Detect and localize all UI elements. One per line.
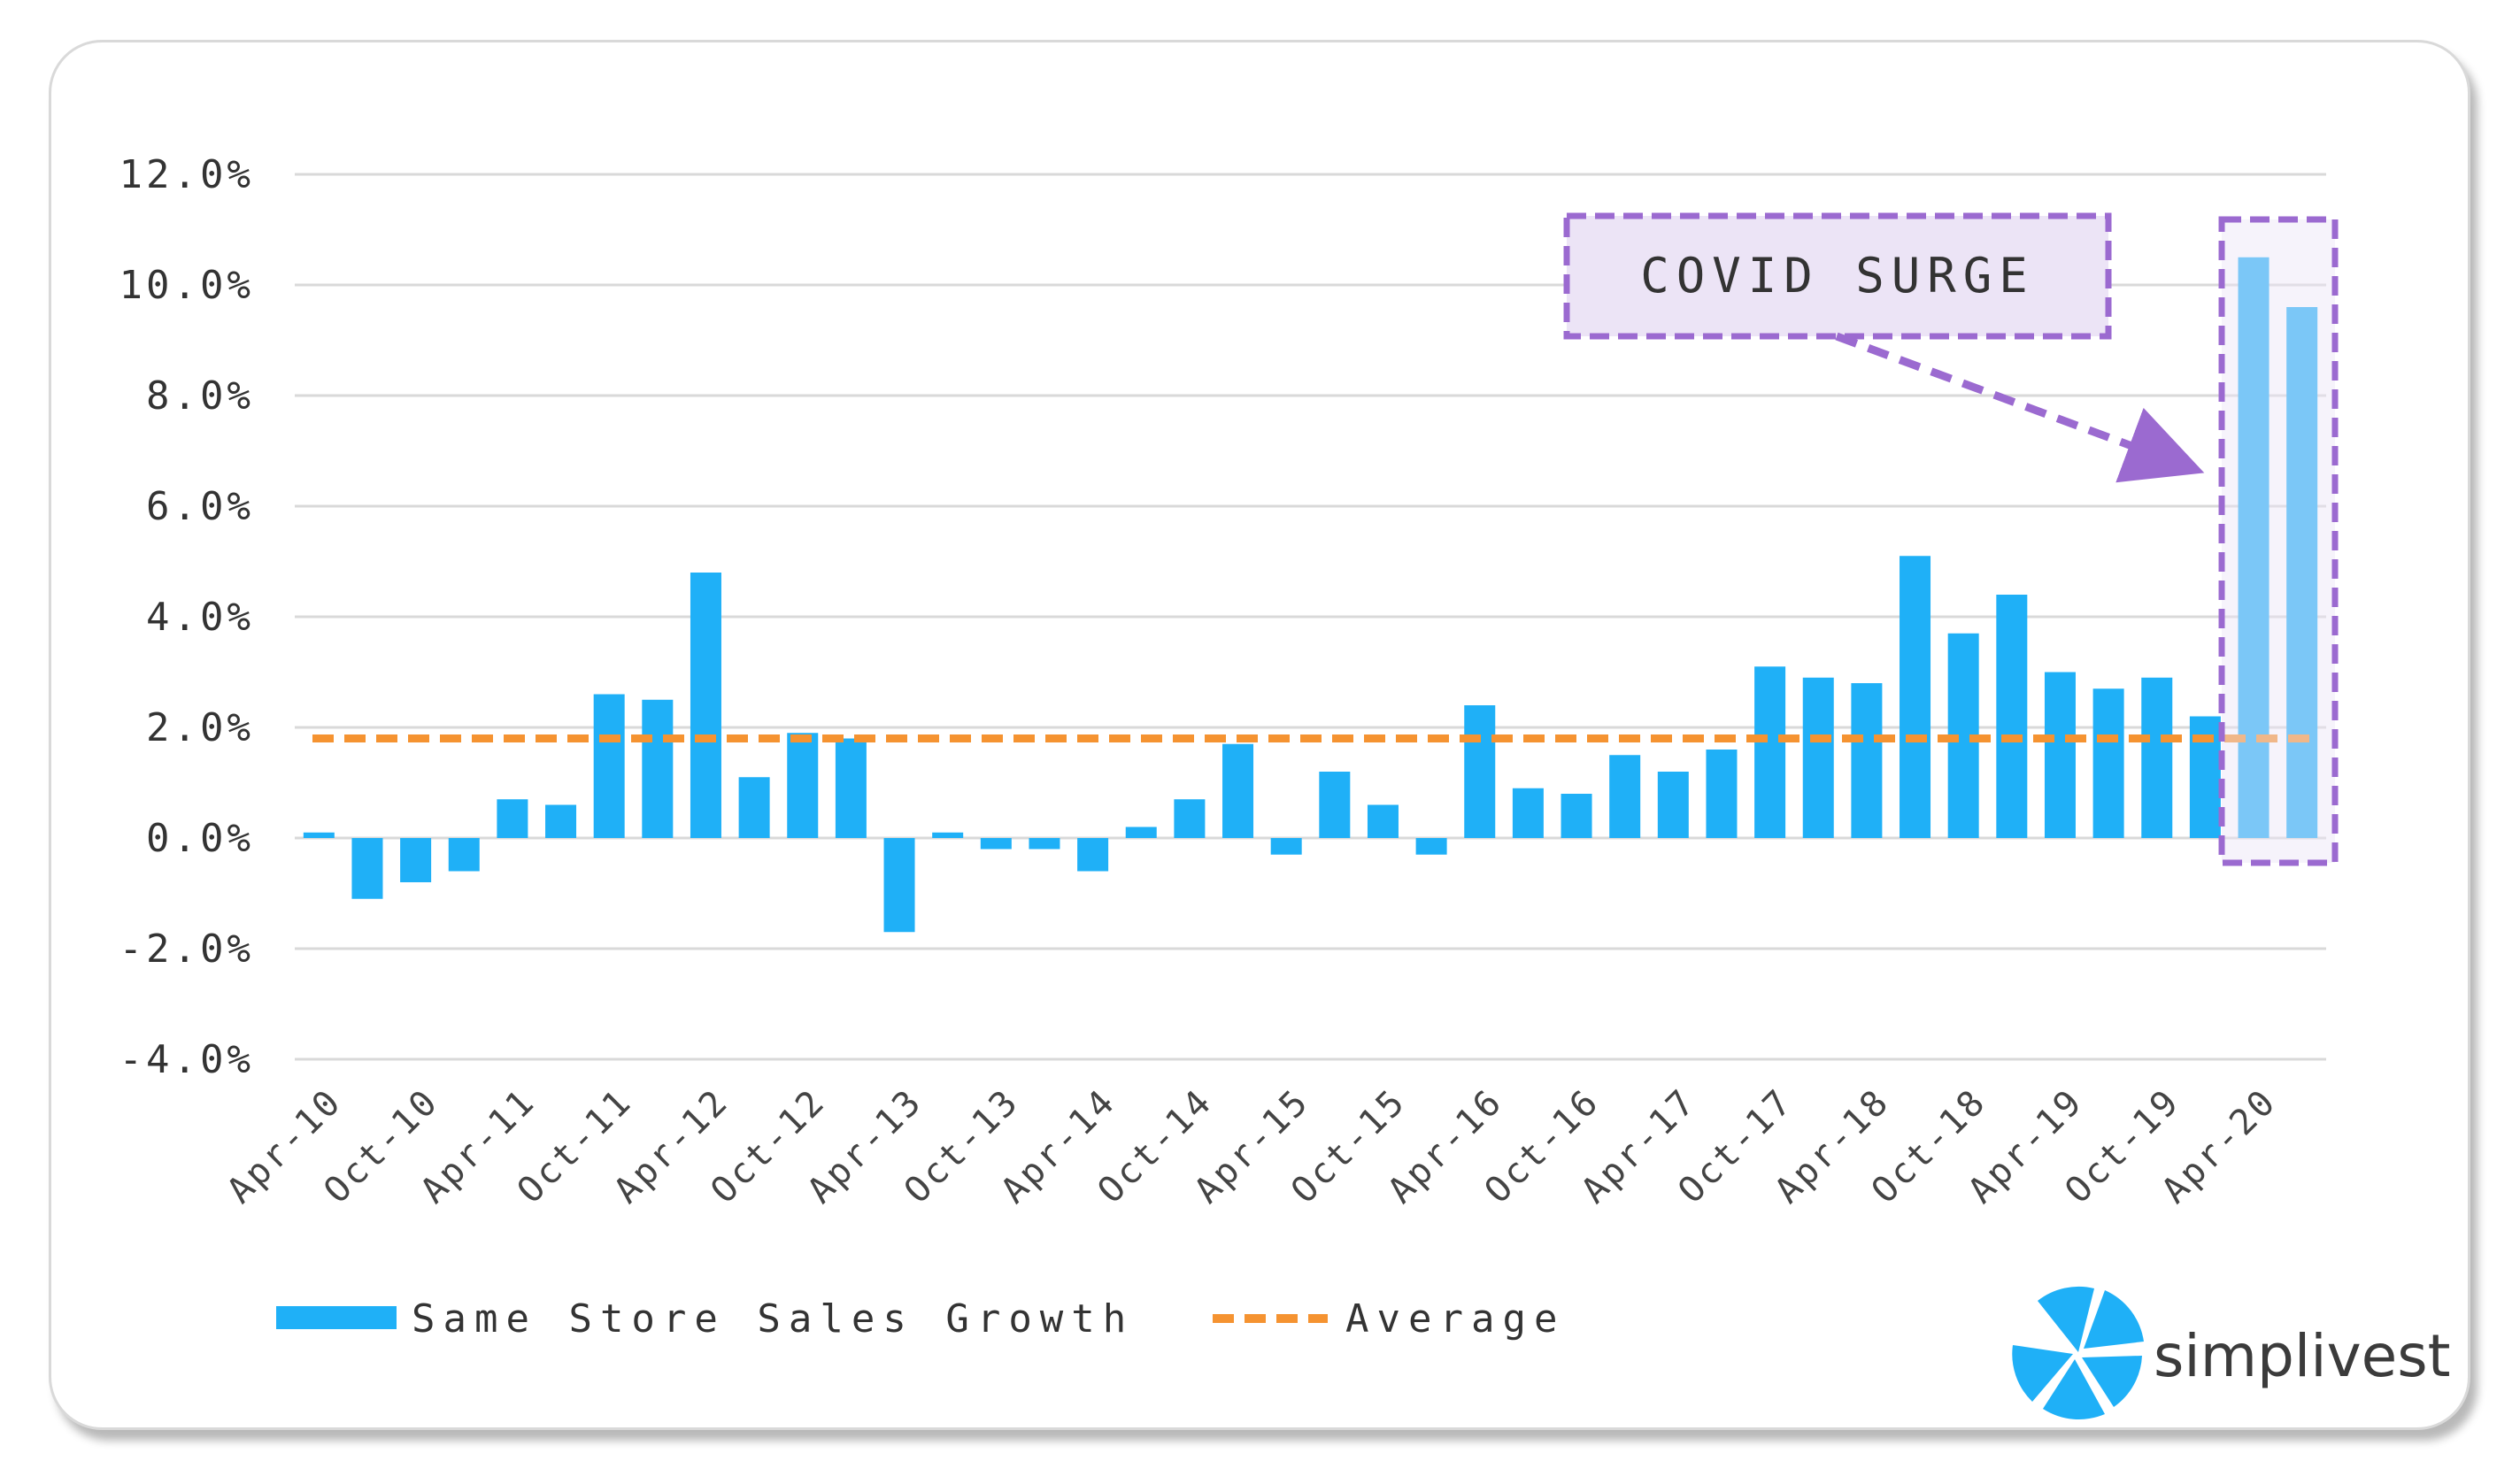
bar [400, 838, 432, 882]
y-tick-label: -2.0% [119, 927, 254, 972]
logo-text: simplivest [2154, 1322, 2451, 1390]
bar [1609, 755, 1641, 838]
covid-arrow [1835, 332, 2205, 483]
covid-highlight-box [2218, 216, 2339, 866]
bar [738, 777, 770, 838]
bar [1125, 827, 1157, 838]
bar [690, 573, 721, 838]
y-tick-label: 0.0% [146, 816, 254, 861]
bar [2141, 677, 2173, 838]
bar [1464, 705, 1496, 838]
bar [1367, 804, 1399, 838]
bar [2044, 672, 2076, 838]
bar [1319, 772, 1351, 838]
y-tick-label: 10.0% [119, 263, 254, 308]
bar [1802, 677, 1834, 838]
y-tick-label: 12.0% [119, 152, 254, 197]
bar [448, 838, 480, 872]
bar [1996, 595, 2028, 838]
covid-label-box [1563, 212, 2112, 340]
simplivest-logo: simplivest [2012, 1286, 2451, 1419]
simplivest-logo-icon [2012, 1286, 2144, 1419]
y-axis-ticks: 12.0% 10.0% 8.0% 6.0% 4.0% 2.0% 0.0% -2.0% -4.0% [119, 152, 254, 1082]
bar [980, 838, 1012, 850]
bar [2286, 307, 2318, 838]
bar [1174, 799, 1206, 838]
bar [1415, 838, 1447, 855]
y-tick-label: 6.0% [146, 484, 254, 529]
y-tick-label: 8.0% [146, 373, 254, 419]
bar [303, 832, 335, 838]
bar [1270, 838, 1302, 855]
bar [545, 804, 577, 838]
bar [1657, 772, 1689, 838]
y-tick-label: 4.0% [146, 595, 254, 640]
legend-bar-label: Same Store Sales Growth [412, 1296, 1134, 1342]
bar [1077, 838, 1109, 872]
gridlines [295, 173, 2326, 1061]
bar [1512, 788, 1544, 838]
bar [1029, 838, 1060, 850]
bar [351, 838, 383, 899]
bar [787, 733, 819, 838]
bar [1222, 743, 1254, 838]
bar [2092, 688, 2124, 838]
covid-annotation: COVID SURGE [1563, 212, 2339, 866]
y-tick-label: -4.0% [119, 1037, 254, 1082]
bar [883, 838, 915, 933]
bar [1754, 666, 1786, 838]
x-axis-ticks: Apr-10Oct-10Apr-11Oct-11Apr-12Oct-12Apr-… [220, 1081, 2285, 1211]
bar [593, 694, 625, 838]
legend-bar-swatch [276, 1306, 397, 1329]
bars [303, 257, 2318, 933]
bar [1900, 556, 1931, 838]
bar [1851, 683, 1883, 838]
y-tick-label: 2.0% [146, 705, 254, 750]
covid-label: COVID SURGE [1640, 248, 2035, 304]
bar [1561, 794, 1592, 838]
bar [1706, 750, 1738, 838]
bar [642, 699, 674, 838]
legend-average-label: Average [1345, 1296, 1565, 1342]
bar [497, 799, 528, 838]
legend: Same Store Sales Growth Average [276, 1296, 1565, 1342]
bar [835, 738, 867, 838]
bar [932, 832, 964, 838]
